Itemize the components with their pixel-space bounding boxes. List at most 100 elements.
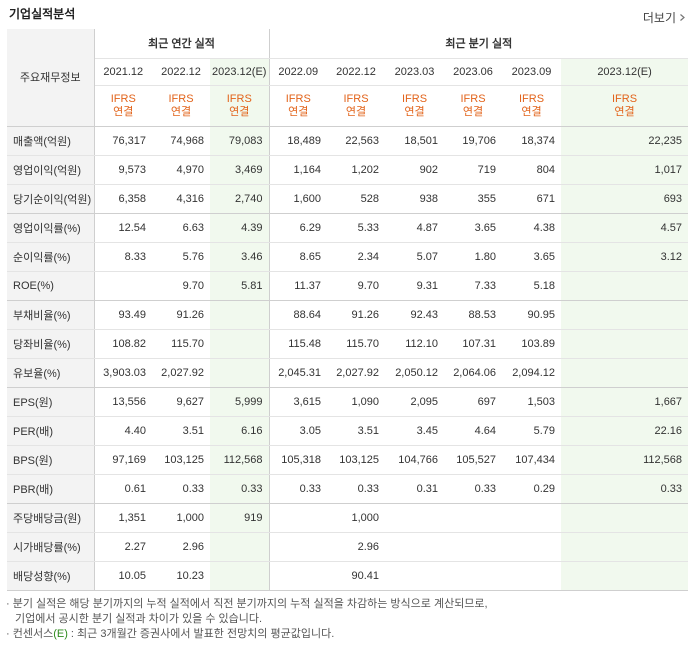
- section-title: 기업실적분석: [9, 7, 76, 21]
- accounting-standard: IFRS 연결: [152, 85, 210, 127]
- value-cell: 2.27: [94, 532, 152, 562]
- accounting-standard-bottom: 연결: [614, 105, 635, 118]
- more-label: 더보기: [642, 11, 676, 25]
- value-cell: [210, 561, 270, 591]
- value-cell: 115.70: [327, 329, 386, 359]
- value-cell: [502, 503, 562, 533]
- financial-summary-table: 주요재무정보 최근 연간 실적 최근 분기 실적 2021.12 2022.12 2023…: [7, 29, 689, 591]
- accounting-standard-bottom: 연결: [113, 105, 134, 118]
- value-cell: 18,501: [385, 126, 445, 156]
- value-cell: 4,316: [152, 184, 210, 214]
- value-cell: [268, 503, 328, 533]
- value-cell: [210, 329, 270, 359]
- accounting-standard: IFRS 연결: [268, 85, 328, 127]
- value-cell: 3,903.03: [94, 358, 152, 388]
- value-cell: 9.70: [152, 271, 210, 301]
- row-label: 당좌비율(%): [7, 329, 95, 359]
- value-cell: 719: [444, 155, 503, 185]
- value-cell: 13,556: [94, 387, 152, 417]
- value-cell: 3.51: [152, 416, 210, 446]
- value-cell: 2,094.12: [502, 358, 562, 388]
- value-cell: 4.39: [210, 213, 270, 243]
- value-cell: 1,000: [327, 503, 386, 533]
- value-cell: 9.31: [385, 271, 445, 301]
- row-label: 유보율(%): [7, 358, 95, 388]
- value-cell: 6,358: [94, 184, 152, 214]
- value-cell: 22,563: [327, 126, 386, 156]
- accounting-standard: IFRS 연결: [502, 85, 562, 127]
- row-label: PBR(배): [7, 474, 95, 504]
- value-cell: 4.87: [385, 213, 445, 243]
- value-cell: 12.54: [94, 213, 152, 243]
- footnotes: · 분기 실적은 해당 분기까지의 누적 실적에서 직전 분기까지의 누적 실적…: [6, 597, 686, 642]
- value-cell: 5.07: [385, 242, 445, 272]
- accounting-standard-bottom: 연결: [404, 105, 425, 118]
- accounting-standard-top: IFRS: [612, 92, 638, 105]
- value-cell: 3.05: [268, 416, 328, 446]
- accounting-standard-top: IFRS: [226, 92, 252, 105]
- value-cell: 18,489: [268, 126, 328, 156]
- value-cell: 5,999: [210, 387, 270, 417]
- value-cell: 9.70: [327, 271, 386, 301]
- value-cell: [561, 271, 689, 301]
- row-label: 주당배당금(원): [7, 503, 95, 533]
- row-label: 매출액(억원): [7, 126, 95, 156]
- value-cell: 2,740: [210, 184, 270, 214]
- period-header: 2023.12(E): [561, 58, 689, 86]
- value-cell: 6.29: [268, 213, 328, 243]
- value-cell: 3,615: [268, 387, 328, 417]
- footnote-consensus: · 컨센서스(E) : 최근 3개월간 증권사에서 발표한 전망치의 평균값입니…: [6, 627, 686, 642]
- value-cell: [268, 532, 328, 562]
- accounting-standard-top: IFRS: [460, 92, 486, 105]
- table-row: 당기순이익(억원) 6,358 4,316 2,740 1,600 528 938 355 67…: [7, 184, 689, 214]
- row-label: 시가배당률(%): [7, 532, 95, 562]
- value-cell: 105,527: [444, 445, 503, 475]
- accounting-standard-bottom: 연결: [229, 105, 250, 118]
- value-cell: 103,125: [152, 445, 210, 475]
- value-cell: 902: [385, 155, 445, 185]
- table-row: 매출액(억원) 76,317 74,968 79,083 18,489 22,563 18,…: [7, 126, 689, 156]
- value-cell: 5.76: [152, 242, 210, 272]
- value-cell: 6.63: [152, 213, 210, 243]
- value-cell: 115.48: [268, 329, 328, 359]
- value-cell: 3.46: [210, 242, 270, 272]
- period-header: 2022.12: [327, 58, 386, 86]
- value-cell: [561, 503, 689, 533]
- value-cell: [561, 532, 689, 562]
- value-cell: 1,000: [152, 503, 210, 533]
- accounting-standard: IFRS 연결: [444, 85, 503, 127]
- accounting-standard: IFRS 연결: [210, 85, 270, 127]
- value-cell: 108.82: [94, 329, 152, 359]
- value-cell: 76,317: [94, 126, 152, 156]
- accounting-standard-bottom: 연결: [521, 105, 542, 118]
- table-row: 유보율(%) 3,903.03 2,027.92 2,045.31 2,027.92 2,…: [7, 358, 689, 388]
- value-cell: 0.33: [152, 474, 210, 504]
- period-header: 2023.12(E): [210, 58, 270, 86]
- row-label: 영업이익(억원): [7, 155, 95, 185]
- accounting-standard: IFRS 연결: [327, 85, 386, 127]
- accounting-standard: IFRS 연결: [94, 85, 152, 127]
- value-cell: 11.37: [268, 271, 328, 301]
- period-header: 2023.03: [385, 58, 445, 86]
- value-cell: 3,469: [210, 155, 270, 185]
- value-cell: 107,434: [502, 445, 562, 475]
- table-row: 주당배당금(원) 1,351 1,000 919 1,000: [7, 503, 689, 533]
- value-cell: 103.89: [502, 329, 562, 359]
- value-cell: 1,202: [327, 155, 386, 185]
- accounting-standard-top: IFRS: [168, 92, 194, 105]
- value-cell: 104,766: [385, 445, 445, 475]
- more-button[interactable]: 더보기: [643, 9, 686, 26]
- period-header: 2022.09: [268, 58, 328, 86]
- value-cell: 4.64: [444, 416, 503, 446]
- accounting-standard-bottom: 연결: [288, 105, 309, 118]
- table-row: 시가배당률(%) 2.27 2.96 2.96: [7, 532, 689, 562]
- value-cell: 112,568: [561, 445, 689, 475]
- value-cell: 90.41: [327, 561, 386, 591]
- row-label: PER(배): [7, 416, 95, 446]
- value-cell: 4.57: [561, 213, 689, 243]
- value-cell: 88.64: [268, 300, 328, 330]
- value-cell: 88.53: [444, 300, 503, 330]
- accounting-standard-bottom: 연결: [170, 105, 192, 118]
- value-cell: [444, 532, 503, 562]
- value-cell: 91.26: [327, 300, 386, 330]
